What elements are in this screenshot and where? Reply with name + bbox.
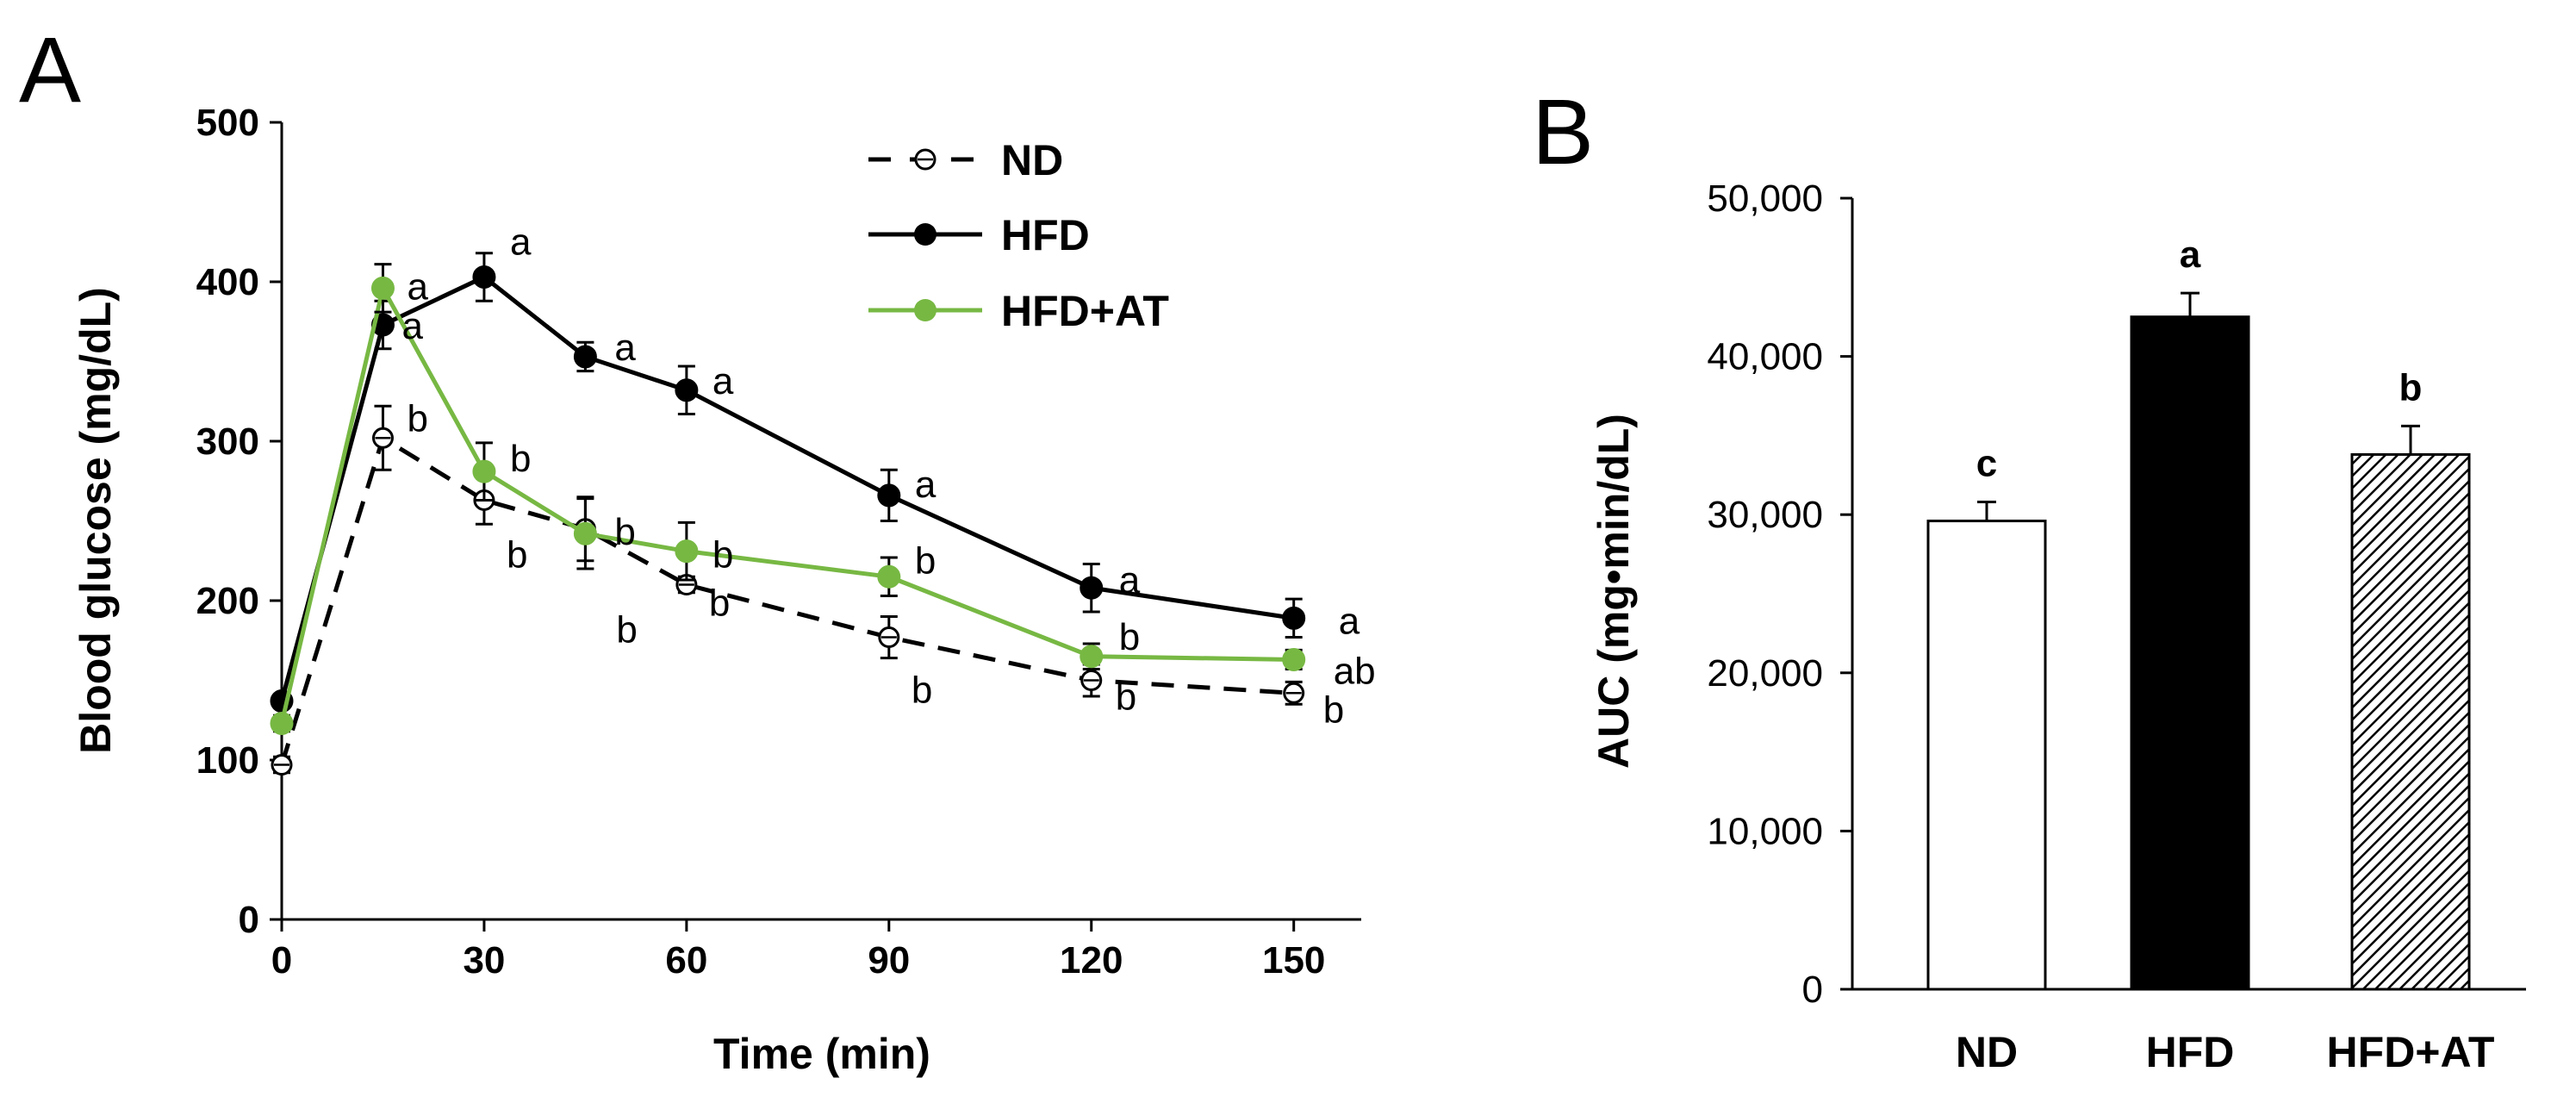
significance-label: b bbox=[1323, 689, 1344, 731]
significance-label: b bbox=[616, 608, 637, 651]
data-point bbox=[877, 483, 901, 508]
significance-label: b bbox=[709, 583, 730, 625]
y-tick-label: 300 bbox=[196, 421, 259, 463]
series-line-hfd bbox=[279, 274, 1295, 702]
y-tick-label: 50,000 bbox=[1707, 178, 1823, 220]
x-tick-label: ND bbox=[1956, 1028, 2018, 1076]
series-line-hfd-at bbox=[279, 282, 1294, 725]
significance-label: b bbox=[507, 533, 527, 576]
data-point bbox=[877, 564, 901, 589]
x-tick-label: 90 bbox=[868, 939, 910, 981]
y-tick-label: 0 bbox=[239, 899, 259, 941]
legend-item-hfd: HFD bbox=[868, 211, 1090, 259]
data-point bbox=[1282, 647, 1306, 671]
y-tick-label: 400 bbox=[196, 261, 259, 303]
series-nd bbox=[271, 404, 1305, 776]
panel-a-letter: A bbox=[19, 17, 81, 122]
y-tick-label: 10,000 bbox=[1707, 810, 1823, 852]
significance-label: b bbox=[915, 539, 936, 582]
y-tick-label: 20,000 bbox=[1707, 652, 1823, 695]
data-point bbox=[472, 265, 496, 289]
significance-label: a bbox=[401, 305, 423, 347]
bar-group-nd: c ND bbox=[1926, 443, 2047, 1076]
y-tick-label: 100 bbox=[196, 739, 259, 782]
bar-chart-auc: 0 10,000 20,000 30,000 40,000 50,000 c ND a HFD b… bbox=[1590, 178, 2526, 1076]
y-tick-label: 500 bbox=[196, 102, 259, 144]
legend-label: ND bbox=[1001, 136, 1063, 184]
significance-label: a bbox=[614, 327, 636, 369]
data-point bbox=[1080, 645, 1104, 669]
data-point bbox=[573, 345, 597, 369]
legend-marker bbox=[914, 299, 936, 321]
series-hfd-at bbox=[270, 263, 1306, 735]
legend-item-nd: ND bbox=[868, 136, 1063, 184]
significance-label: b bbox=[510, 438, 531, 480]
data-point bbox=[675, 378, 699, 402]
significance-label: a bbox=[510, 221, 532, 263]
significance-label: a bbox=[1119, 559, 1141, 601]
significance-label: a bbox=[712, 360, 734, 402]
x-axis-title: Time (min) bbox=[713, 1030, 930, 1078]
y-tick-label: 30,000 bbox=[1707, 494, 1823, 536]
significance-label: a bbox=[2180, 234, 2201, 276]
significance-label: b bbox=[1116, 676, 1136, 719]
significance-label: b bbox=[712, 534, 733, 576]
x-tick-label: 150 bbox=[1262, 939, 1325, 981]
legend-label: HFD bbox=[1001, 211, 1090, 259]
significance-label: a bbox=[407, 265, 428, 308]
significance-label: b bbox=[614, 511, 635, 553]
data-point bbox=[270, 711, 294, 735]
x-tick-label: 30 bbox=[463, 939, 505, 981]
data-point bbox=[1282, 606, 1306, 630]
bar-group-hfd-at: b HFD+AT bbox=[2327, 366, 2495, 1076]
bar bbox=[2350, 452, 2471, 991]
significance-label: b bbox=[407, 397, 427, 439]
series-line-nd bbox=[279, 434, 1294, 766]
data-point bbox=[370, 276, 395, 300]
significance-label: c bbox=[1976, 443, 1997, 485]
y-axis-title: AUC (mg•min/dL) bbox=[1590, 414, 1638, 769]
y-tick-label: 200 bbox=[196, 580, 259, 622]
significance-label: a bbox=[915, 464, 936, 506]
significance-label: ab bbox=[1334, 650, 1376, 692]
data-point bbox=[472, 459, 496, 483]
data-point bbox=[675, 539, 699, 564]
y-tick-label: 40,000 bbox=[1707, 336, 1823, 378]
x-tick-label: HFD+AT bbox=[2327, 1028, 2495, 1076]
x-tick-label: 60 bbox=[665, 939, 707, 981]
y-axis-title: Blood glucose (mg/dL) bbox=[72, 287, 120, 754]
significance-label: b bbox=[2399, 366, 2423, 408]
bar bbox=[2130, 315, 2250, 991]
x-tick-label: 0 bbox=[271, 939, 292, 981]
legend-label: HFD+AT bbox=[1001, 287, 1169, 335]
x-tick-label: 120 bbox=[1060, 939, 1123, 981]
bar bbox=[1926, 520, 2047, 991]
y-tick-label: 0 bbox=[1802, 969, 1823, 1011]
x-tick-label: HFD bbox=[2146, 1028, 2235, 1076]
significance-label: a bbox=[1339, 600, 1360, 642]
significance-label: b bbox=[1119, 616, 1140, 658]
legend-marker bbox=[914, 223, 936, 246]
panel-b-letter: B bbox=[1532, 79, 1594, 184]
data-point bbox=[1080, 576, 1104, 600]
legend-item-hfd-at: HFD+AT bbox=[868, 287, 1169, 335]
bar-group-hfd: a HFD bbox=[2130, 234, 2250, 1076]
significance-label: b bbox=[912, 670, 932, 712]
data-point bbox=[573, 521, 597, 545]
